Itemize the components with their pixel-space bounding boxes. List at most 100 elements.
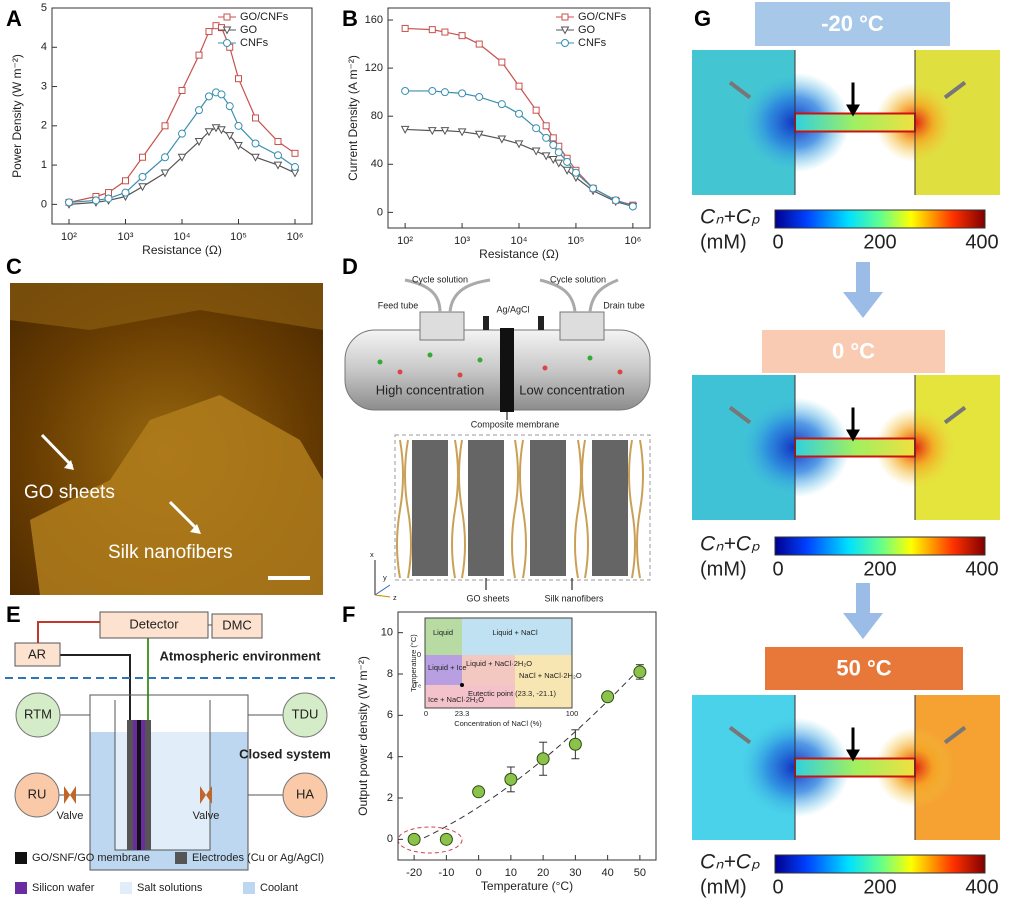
marker xyxy=(234,75,242,83)
marker xyxy=(401,86,410,95)
marker xyxy=(273,151,282,160)
point xyxy=(536,752,550,766)
node-label: Valve xyxy=(193,810,220,822)
x-tick-label: 0 xyxy=(476,867,482,879)
marker xyxy=(91,196,100,205)
x-tick-label: 10² xyxy=(61,231,77,243)
colorbar-tick: 400 xyxy=(965,231,998,253)
marker xyxy=(122,177,130,185)
temperature-label: 0 °C xyxy=(832,338,875,363)
panel-label: F xyxy=(342,602,355,627)
panel-label: A xyxy=(6,6,22,31)
diagram-label: High concentration xyxy=(376,382,484,397)
marker xyxy=(251,153,260,162)
y-axis-title: Current Density (A m⁻²) xyxy=(346,55,360,181)
point xyxy=(439,832,453,846)
colorbar-tick: 0 xyxy=(772,231,783,253)
diagram-label: Composite membrane xyxy=(471,419,560,429)
marker xyxy=(161,122,169,130)
legend-marker xyxy=(222,26,232,35)
marker xyxy=(532,124,541,133)
y-tick-label: 120 xyxy=(365,62,383,74)
marker xyxy=(458,32,466,40)
marker xyxy=(514,140,524,149)
marker xyxy=(440,127,450,136)
point xyxy=(633,665,647,679)
plot-frame xyxy=(387,7,651,229)
marker xyxy=(531,147,541,156)
legend-marker xyxy=(223,39,231,47)
series-line xyxy=(68,127,296,205)
marker xyxy=(541,152,551,161)
y-tick-label: 3 xyxy=(41,80,47,92)
series-line xyxy=(68,91,296,203)
diagram-label: Feed tube xyxy=(378,300,419,310)
marker xyxy=(401,24,409,32)
panel-label: D xyxy=(342,254,358,279)
colorbar-tick: 200 xyxy=(863,876,896,898)
series-line xyxy=(405,128,634,207)
x-tick-label: 10⁴ xyxy=(511,235,528,247)
marker xyxy=(515,82,523,90)
panel-label: C xyxy=(6,254,22,279)
inset-tick-label: 0 xyxy=(424,709,428,718)
plot-frame xyxy=(397,611,657,861)
x-tick-label: 10⁵ xyxy=(568,235,585,247)
marker xyxy=(274,138,282,146)
marker xyxy=(291,149,299,157)
marker xyxy=(441,28,449,36)
x-tick-label: 10² xyxy=(397,235,413,247)
y-tick-label: 4 xyxy=(41,41,47,53)
legend-label: GO/SNF/GO membrane xyxy=(32,852,150,864)
arrow-head xyxy=(846,749,860,762)
legend-marker xyxy=(561,13,569,21)
y-tick-label: 80 xyxy=(371,110,383,122)
point xyxy=(407,832,421,846)
x-axis-title: Temperature (°C) xyxy=(481,879,573,893)
marker xyxy=(427,127,437,136)
y-tick-label: 160 xyxy=(365,14,383,26)
marker xyxy=(225,132,235,141)
node-label: RTM xyxy=(24,706,52,721)
panel-label: B xyxy=(342,6,358,31)
colorbar-tick: 200 xyxy=(863,231,896,253)
marker xyxy=(428,86,437,95)
x-tick-label: 40 xyxy=(602,867,614,879)
channel xyxy=(794,437,916,458)
y-tick-label: 8 xyxy=(387,668,393,680)
marker xyxy=(589,184,598,193)
inset-axis-title: Temperature (°C) xyxy=(409,634,418,692)
diagram-label: Silk nanofibers xyxy=(544,593,604,603)
panel-label: E xyxy=(6,602,21,627)
marker xyxy=(195,51,203,59)
marker xyxy=(532,106,540,114)
x-tick-label: 30 xyxy=(569,867,581,879)
marker xyxy=(611,196,620,205)
marker xyxy=(628,202,637,211)
point xyxy=(568,737,582,751)
y-tick-label: 40 xyxy=(371,158,383,170)
x-tick-label: 10⁶ xyxy=(624,235,641,247)
arrow xyxy=(728,80,752,100)
y-tick-label: 6 xyxy=(387,709,393,721)
x-tick-label: 20 xyxy=(537,867,549,879)
marker xyxy=(458,89,467,98)
region-label: Liquid + Ice xyxy=(428,663,467,672)
marker xyxy=(139,153,147,161)
marker xyxy=(542,122,550,130)
marker xyxy=(428,26,436,34)
point xyxy=(472,785,486,799)
marker xyxy=(104,194,113,203)
legend-label: Silicon wafer xyxy=(32,882,95,894)
marker xyxy=(138,172,147,181)
legend-label: Coolant xyxy=(260,882,298,894)
marker xyxy=(121,188,130,197)
arrow xyxy=(728,725,752,745)
colorbar-tick: 400 xyxy=(965,876,998,898)
point xyxy=(601,690,615,704)
inset-tick-label: 100 xyxy=(566,709,579,718)
phase-diagram xyxy=(424,617,573,709)
marker xyxy=(217,126,226,135)
node-label: RU xyxy=(28,786,47,801)
marker xyxy=(562,166,572,175)
